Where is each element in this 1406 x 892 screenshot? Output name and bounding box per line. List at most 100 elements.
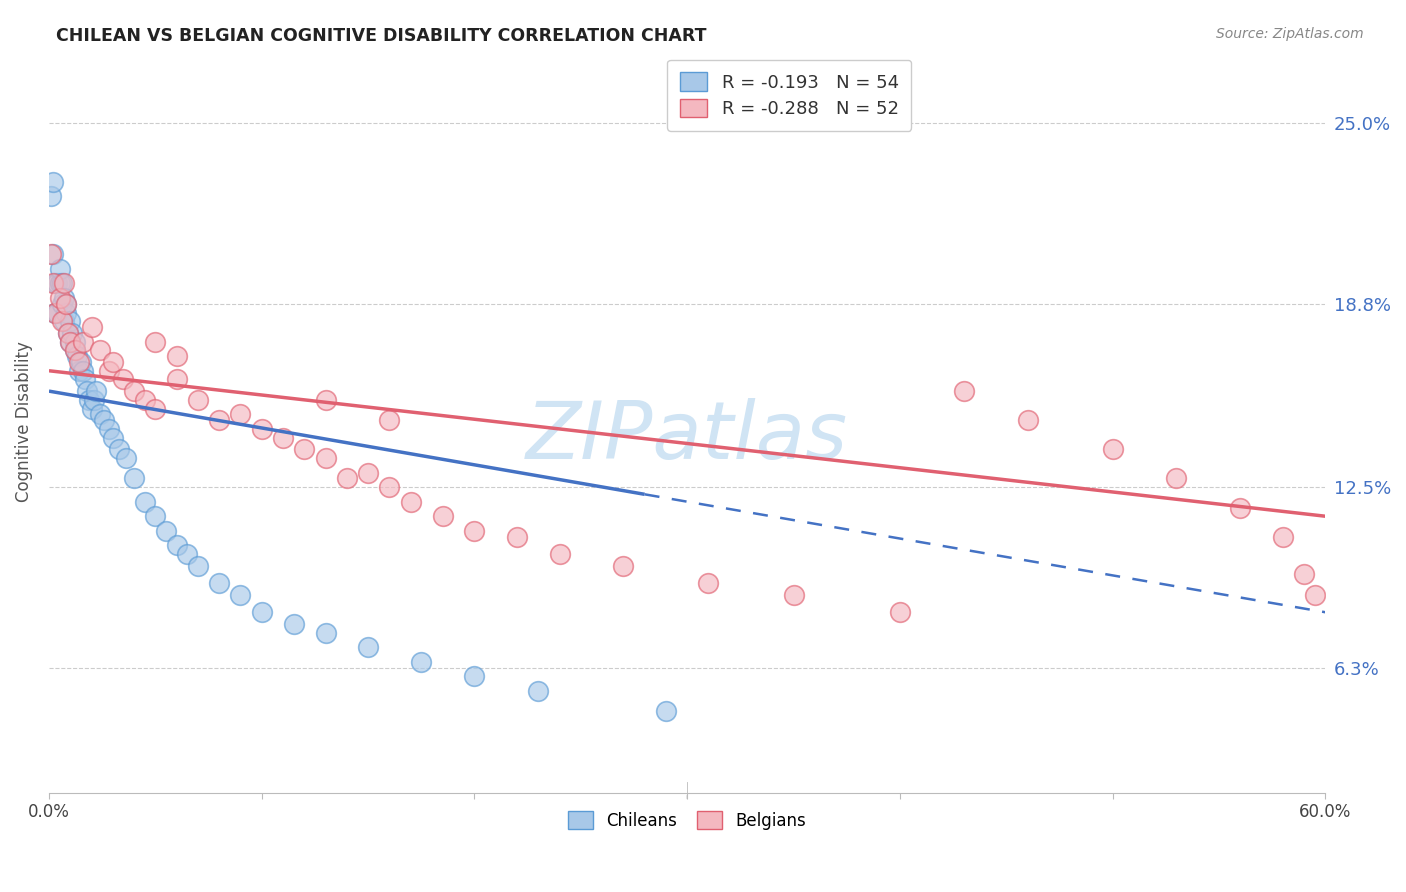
Point [44,277,66,291]
Point [187,558,209,573]
Point [378,480,401,494]
Point [72,334,94,349]
Point [122,471,145,485]
Point [52,314,75,328]
Point [66,349,89,363]
Point [72,364,94,378]
Point [208,413,231,427]
Point [250,605,273,619]
Point [336,471,359,485]
Point [283,616,305,631]
Point [166,538,188,552]
Point [208,576,231,591]
Point [51,314,73,328]
Point [506,530,529,544]
Point [67,364,90,378]
Point [44,305,66,319]
Point [176,547,198,561]
Point [52,291,75,305]
Point [463,669,485,683]
Point [271,431,294,445]
Point [315,450,337,465]
Point [75,372,97,386]
Point [46,305,69,319]
Point [143,401,166,416]
Point [46,277,69,291]
Point [1229,500,1251,515]
Point [889,605,911,619]
Point [108,442,131,457]
Point [42,247,65,261]
Point [166,349,188,363]
Point [70,355,93,369]
Point [112,372,135,386]
Point [229,408,252,422]
Point [51,297,73,311]
Point [612,558,634,573]
Point [97,364,120,378]
Point [52,277,75,291]
Point [411,655,433,669]
Point [1271,530,1294,544]
Text: CHILEAN VS BELGIAN COGNITIVE DISABILITY CORRELATION CHART: CHILEAN VS BELGIAN COGNITIVE DISABILITY … [56,27,707,45]
Point [84,384,107,398]
Point [93,413,115,427]
Point [63,343,86,358]
Point [42,277,65,291]
Point [55,305,77,319]
Point [48,277,70,291]
Point [39,247,62,261]
Point [548,547,571,561]
Point [1101,442,1123,457]
Point [134,392,156,407]
Point [97,422,120,436]
Text: Source: ZipAtlas.com: Source: ZipAtlas.com [1216,27,1364,41]
Point [527,683,550,698]
Point [42,175,65,189]
Point [48,261,70,276]
Point [51,277,73,291]
Point [315,625,337,640]
Point [60,326,83,340]
Point [315,392,337,407]
Y-axis label: Cognitive Disability: Cognitive Disability [15,342,32,502]
Point [952,384,974,398]
Point [432,509,454,524]
Point [357,640,380,655]
Point [76,384,98,398]
Text: ZIPatlas: ZIPatlas [526,398,848,475]
Point [166,372,188,386]
Point [59,314,82,328]
Point [378,413,401,427]
Point [229,588,252,602]
Point [399,494,422,508]
Point [80,320,103,334]
Point [187,392,209,407]
Point [292,442,315,457]
Point [250,422,273,436]
Point [1303,588,1326,602]
Point [134,494,156,508]
Point [89,408,111,422]
Point [39,189,62,203]
Point [155,524,177,538]
Point [79,392,101,407]
Point [114,450,136,465]
Point [55,297,77,311]
Point [1017,413,1039,427]
Point [59,334,82,349]
Point [67,355,90,369]
Point [56,326,79,340]
Point [56,326,79,340]
Point [80,401,103,416]
Point [63,343,86,358]
Point [89,343,111,358]
Point [48,291,70,305]
Point [63,334,86,349]
Point [655,704,678,718]
Point [463,524,485,538]
Point [782,588,804,602]
Point [55,297,77,311]
Point [357,466,380,480]
Point [143,334,166,349]
